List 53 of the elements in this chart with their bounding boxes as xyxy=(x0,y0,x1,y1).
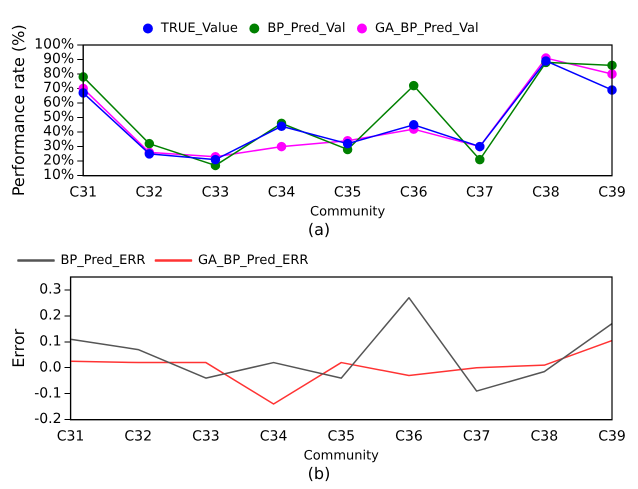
legend-label: BP_Pred_Val xyxy=(267,20,346,36)
x-tick-label: C36 xyxy=(400,184,428,201)
y-axis-title: Error xyxy=(8,328,28,368)
x-axis-title: Community xyxy=(310,204,386,220)
x-tick-label: C32 xyxy=(124,428,152,445)
y-tick-label: -0.2 xyxy=(34,411,62,428)
point xyxy=(475,154,485,164)
y-tick-label: -0.1 xyxy=(34,385,62,402)
x-tick-label: C33 xyxy=(192,428,220,445)
legend-label: GA_BP_Pred_Val xyxy=(374,20,479,36)
y-tick-label: 100% xyxy=(34,36,74,53)
x-tick-label: C35 xyxy=(334,184,362,201)
legend-label: TRUE_Value xyxy=(160,20,238,36)
point xyxy=(408,120,418,130)
point xyxy=(276,142,286,152)
y-axis-title: Performance rate (%) xyxy=(8,24,28,196)
y-tick-label: 40% xyxy=(43,124,74,140)
x-tick-label: C35 xyxy=(327,428,356,445)
y-tick-label: 50% xyxy=(43,109,74,126)
point xyxy=(276,122,286,132)
y-tick-label: 0.2 xyxy=(39,308,62,324)
x-tick-label: C37 xyxy=(462,428,490,445)
x-tick-label: C31 xyxy=(56,428,84,445)
y-tick-label: 20% xyxy=(43,152,74,169)
x-tick-label: C39 xyxy=(598,184,626,201)
x-tick-label: C32 xyxy=(136,184,164,201)
point xyxy=(408,80,418,90)
y-tick-label: 70% xyxy=(43,80,74,96)
y-tick-label: 0.1 xyxy=(39,333,62,350)
legend-label: BP_Pred_ERR xyxy=(60,252,146,268)
point xyxy=(210,154,220,164)
point xyxy=(342,138,352,148)
x-tick-label: C34 xyxy=(260,428,288,445)
x-tick-label: C37 xyxy=(466,184,494,201)
legend-label: GA_BP_Pred_ERR xyxy=(198,252,308,268)
text: (a) xyxy=(306,220,332,240)
x-tick-label: C38 xyxy=(530,428,558,445)
point xyxy=(144,138,154,148)
y-tick-label: 0.3 xyxy=(39,282,62,298)
x-tick-label: C33 xyxy=(202,184,230,201)
x-tick-label: C34 xyxy=(268,184,296,201)
y-tick-label: 10% xyxy=(43,167,74,184)
x-tick-label: C36 xyxy=(395,428,423,445)
x-tick-label: C31 xyxy=(69,184,98,201)
x-tick-label: C38 xyxy=(532,184,560,201)
x-axis-title: Community xyxy=(304,448,380,464)
y-tick-label: 60% xyxy=(43,94,74,111)
x-tick-label: C39 xyxy=(598,428,626,445)
text: (b) xyxy=(306,464,332,484)
y-tick-label: 30% xyxy=(43,138,74,154)
y-tick-label: 0.0 xyxy=(39,359,62,376)
y-tick-label: 90% xyxy=(43,51,74,68)
y-tick-label: 80% xyxy=(43,66,74,82)
